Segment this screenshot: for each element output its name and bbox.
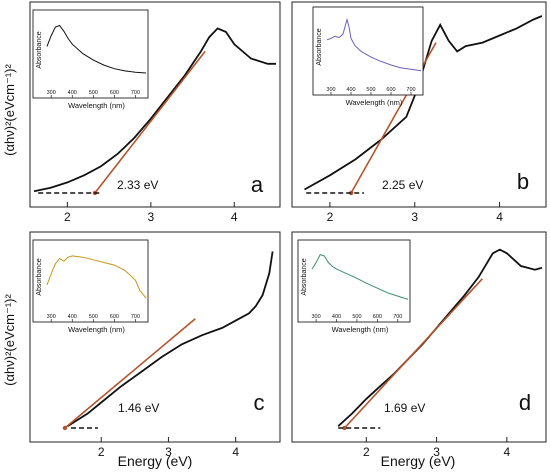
inset-x-label-a: Wavelength (nm) [68, 101, 125, 110]
inset-x-tick-label-d: 600 [373, 314, 382, 320]
x-tick-label-b: 3 [411, 210, 418, 224]
inset-spectrum-a [46, 24, 147, 74]
inset-x-tick-label-c: 400 [68, 314, 77, 320]
x-tick-label-c: 3 [165, 445, 172, 459]
inset-y-label-a: Absorbance [36, 31, 43, 68]
inset-x-tick-label-b: 400 [346, 87, 355, 93]
inset-frame-b [312, 6, 424, 96]
absorption-line-c [67, 251, 274, 427]
x-axis-label-d: Energy (eV) [381, 453, 456, 469]
inset-x-tick-label-b: 700 [406, 87, 415, 93]
y-axis-label-top: (αhν)²(eVcm⁻¹)² [2, 64, 17, 156]
x-tick-label-b: 2 [327, 210, 334, 224]
x-tick-label-d: 3 [433, 445, 440, 459]
inset-y-label-c: Absorbance [36, 258, 43, 295]
panel-label-d: d [519, 390, 531, 415]
inset-x-tick-label-c: 500 [89, 314, 98, 320]
panel-label-a: a [251, 172, 264, 197]
inset-x-tick-label-c: 300 [47, 314, 56, 320]
inset-x-label-b: Wavelength (nm) [346, 98, 403, 107]
inset-frame-c [32, 239, 149, 323]
bandgap-annotation-b: 2.25 eV [382, 178, 423, 192]
bandgap-annotation-a: 2.33 eV [117, 178, 158, 192]
intercept-marker-d [342, 425, 347, 431]
inset-x-tick-label-a: 600 [110, 90, 119, 96]
inset-x-label-c: Wavelength (nm) [68, 325, 125, 334]
inset-x-tick-label-d: 400 [332, 314, 341, 320]
x-axis-label-c: Energy (eV) [118, 453, 193, 469]
inset-x-tick-label-a: 300 [47, 90, 56, 96]
bandgap-annotation-d: 1.69 eV [384, 401, 425, 415]
inset-spectrum-c [46, 255, 147, 299]
x-tick-label-d: 4 [504, 445, 511, 459]
inset-spectrum-b [326, 17, 422, 72]
x-tick-label-c: 2 [98, 445, 105, 459]
panel-frame-b [291, 1, 547, 208]
bandgap-annotation-c: 1.46 eV [118, 401, 159, 415]
inset-frame-d [297, 239, 411, 323]
intercept-marker-c [62, 425, 68, 431]
inset-x-tick-label-c: 600 [110, 314, 119, 320]
inset-y-label-d: Absorbance [301, 258, 308, 295]
tangent-line-d [343, 278, 483, 429]
absorption-line-b [304, 15, 543, 191]
inset-x-tick-label-a: 500 [89, 90, 98, 96]
inset-y-label-b: Absorbance [316, 28, 323, 65]
x-tick-label-a: 2 [64, 210, 71, 224]
panel-label-c: c [254, 390, 265, 415]
inset-x-tick-label-b: 300 [326, 87, 335, 93]
x-tick-label-b: 4 [496, 210, 503, 224]
inset-x-tick-label-b: 600 [386, 87, 395, 93]
panel-label-b: b [517, 169, 529, 194]
y-axis-label-bottom: (αhν)²(eVcm⁻¹)² [2, 294, 17, 386]
x-tick-label-c: 4 [232, 445, 239, 459]
x-tick-label-d: 2 [363, 445, 370, 459]
inset-x-tick-label-a: 400 [68, 90, 77, 96]
inset-x-tick-label-d: 300 [311, 314, 320, 320]
absorption-line-a [33, 27, 276, 193]
panel-frame-d [291, 231, 547, 443]
inset-x-tick-label-a: 700 [131, 90, 140, 96]
inset-x-tick-label-d: 700 [393, 314, 402, 320]
absorption-line-d [337, 248, 543, 427]
inset-frame-a [32, 9, 149, 99]
tangent-line-c [64, 318, 196, 429]
inset-x-label-d: Wavelength (nm) [332, 325, 389, 334]
panel-frame-c [29, 231, 281, 443]
x-tick-label-a: 3 [147, 210, 154, 224]
inset-x-tick-label-d: 500 [352, 314, 361, 320]
inset-x-tick-label-c: 700 [131, 314, 140, 320]
inset-spectrum-d [311, 253, 409, 300]
inset-x-tick-label-b: 500 [366, 87, 375, 93]
x-tick-label-a: 4 [231, 210, 238, 224]
tangent-line-a [94, 50, 206, 194]
panel-frame-a [29, 1, 281, 208]
